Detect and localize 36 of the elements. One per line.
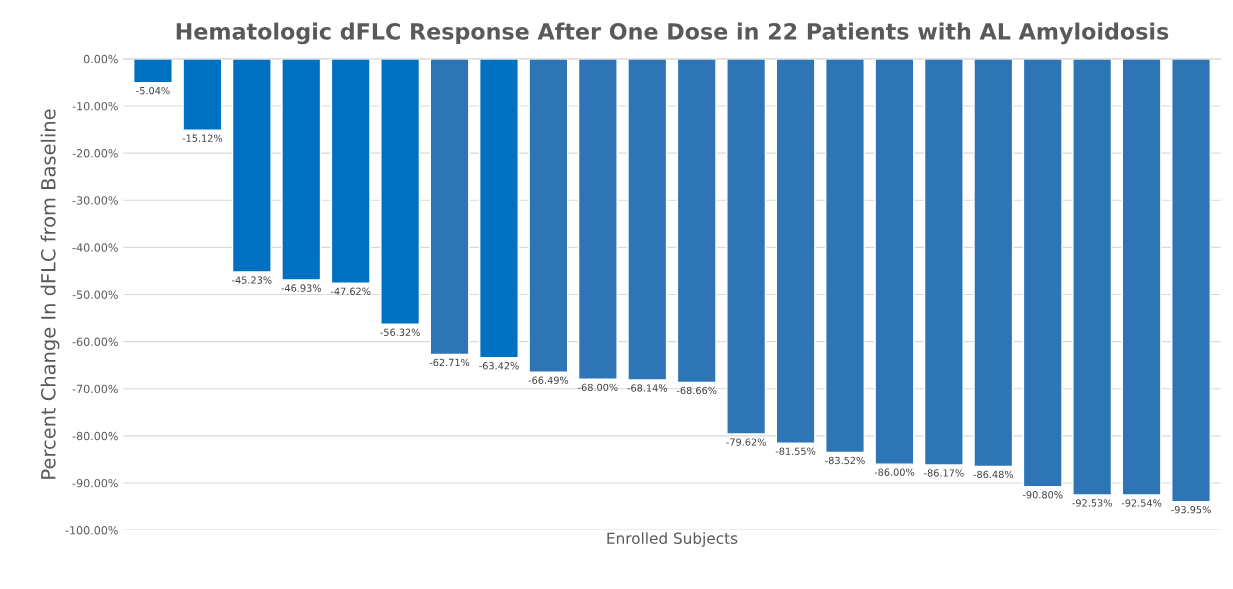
- data-label: -90.80%: [1022, 491, 1063, 499]
- data-label: -5.04%: [136, 86, 170, 95]
- data-label: -68.00%: [578, 383, 618, 392]
- data-label: -62.71%: [429, 358, 470, 367]
- y-tick-label: -10.00%: [72, 101, 118, 111]
- data-label: -92.53%: [1072, 499, 1112, 507]
- y-axis-title: Percent Change In dFLC from Baseline: [40, 109, 60, 479]
- y-tick-label: 0.00%: [83, 54, 118, 64]
- y-tick-label: -50.00%: [72, 290, 118, 299]
- data-label: -93.95%: [1171, 505, 1211, 514]
- y-tick-label: -20.00%: [72, 149, 118, 158]
- data-label: -79.62%: [726, 438, 766, 446]
- data-label: -86.48%: [973, 470, 1014, 479]
- data-label: -15.12%: [182, 134, 223, 142]
- data-label: -92.54%: [1121, 499, 1162, 507]
- y-tick-label: -70.00%: [72, 384, 118, 394]
- y-tick-label: -90.00%: [72, 478, 118, 488]
- y-tick-label: -40.00%: [72, 243, 118, 252]
- data-label: -66.49%: [528, 376, 569, 384]
- data-label: -68.66%: [676, 386, 717, 395]
- y-tick-label: -30.00%: [72, 196, 118, 205]
- data-label: -46.93%: [281, 284, 322, 292]
- y-tick-label: -100.00%: [65, 526, 118, 535]
- data-label: -45.23%: [232, 276, 272, 284]
- x-axis-title: Enrolled Subjects: [607, 532, 738, 547]
- chart-title: Hematologic dFLC Response After One Dose in 22 Patients with AL Amyloidosis: [176, 22, 1169, 45]
- data-label: -63.42%: [479, 362, 519, 370]
- data-label: -68.14%: [627, 384, 668, 392]
- y-tick-label: -80.00%: [72, 431, 118, 441]
- data-label: -83.52%: [825, 456, 865, 465]
- y-tick-label: -60.00%: [72, 337, 118, 346]
- data-label: -47.62%: [330, 287, 371, 295]
- data-label: -86.17%: [924, 469, 964, 477]
- data-label: -86.00%: [874, 468, 915, 476]
- data-label: -56.32%: [380, 328, 420, 336]
- data-label: -81.55%: [775, 447, 816, 455]
